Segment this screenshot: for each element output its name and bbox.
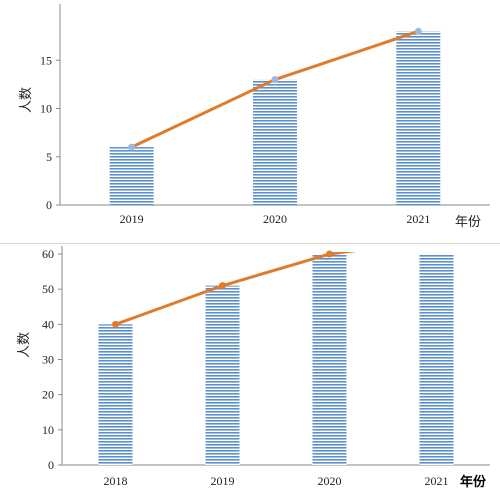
y-tick-label: 30 [42, 353, 54, 367]
x-axis-title: 年份 [455, 214, 481, 229]
x-tick-label: 2021 [406, 212, 430, 226]
y-tick-label: 60 [42, 247, 54, 261]
trend-marker [326, 250, 333, 258]
bar [205, 285, 240, 465]
y-tick-label: 5 [46, 150, 52, 164]
x-tick-label: 2020 [263, 212, 287, 226]
y-tick-label: 20 [42, 388, 54, 402]
y-tick-label: 50 [42, 282, 54, 296]
x-tick-label: 2021 [425, 474, 449, 488]
x-tick-label: 2018 [104, 474, 128, 488]
bar-series [109, 31, 441, 205]
y-tick-label: 10 [42, 423, 54, 437]
x-tick-label: 2019 [120, 212, 144, 226]
bar [312, 254, 347, 465]
y-axis-title: 人数 [18, 87, 33, 113]
chart-top: 0 5 10 15 2019 2020 2021 人数 年份 [18, 4, 490, 229]
chart-divider [0, 243, 500, 244]
x-tick-labels: 2018 2019 2020 2021 [104, 474, 449, 488]
bar [253, 79, 297, 205]
bar [419, 254, 454, 465]
bar [98, 324, 133, 465]
trend-line [114, 252, 357, 326]
y-tick-label: 15 [40, 53, 52, 67]
x-tick-label: 2019 [211, 474, 235, 488]
x-tick-labels: 2019 2020 2021 [120, 212, 431, 226]
trend-marker [128, 143, 136, 151]
bar [109, 147, 154, 205]
trend-marker [112, 320, 119, 328]
trend-marker [414, 27, 422, 35]
x-tick-label: 2020 [318, 474, 342, 488]
y-tick-label: 0 [48, 458, 54, 472]
y-axis-title: 人数 [16, 332, 31, 358]
trend-marker [219, 282, 226, 290]
trend-markers [112, 250, 333, 328]
bar [396, 31, 441, 205]
trend-marker [271, 76, 279, 84]
y-tick-label: 0 [46, 198, 52, 212]
y-tick-labels: 0 5 10 15 [40, 53, 60, 212]
trend-markers [128, 27, 422, 151]
y-tick-label: 10 [40, 102, 52, 116]
x-axis-title: 年份 [460, 474, 487, 489]
bar-series [98, 254, 454, 465]
y-tick-labels: 0 10 20 30 40 50 60 [42, 247, 62, 472]
chart-bottom: 0 10 20 30 40 50 60 2018 2019 2020 2021 人数 年份 [16, 246, 490, 489]
y-tick-label: 40 [42, 317, 54, 331]
